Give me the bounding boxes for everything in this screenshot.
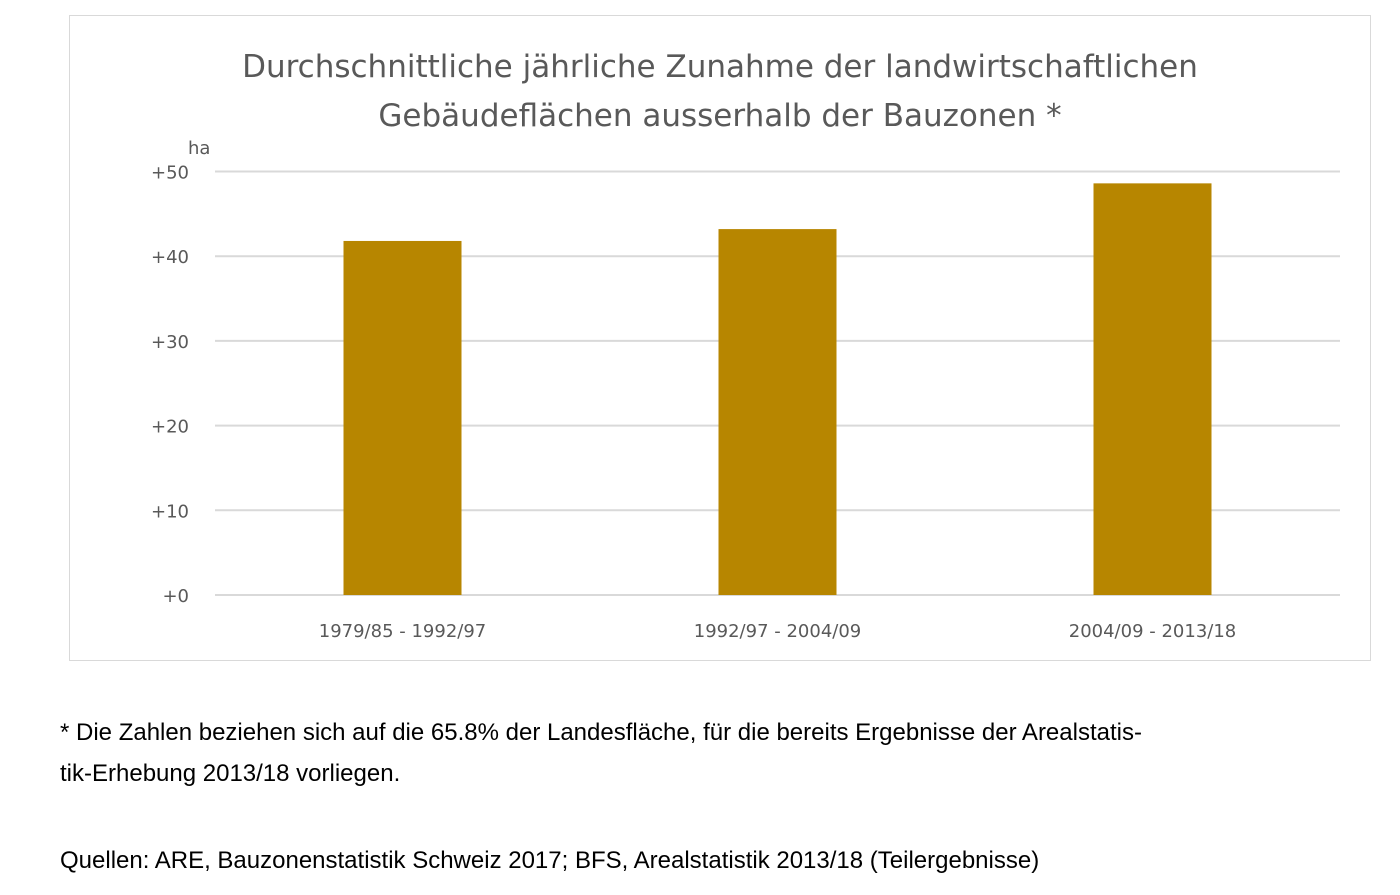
bar [343,240,462,596]
bar [1093,183,1212,595]
bar-chart: Durchschnittliche jährliche Zunahme der … [151,49,1340,642]
x-tick-label: 1992/97 - 2004/09 [694,621,862,642]
y-tick-label: +20 [151,417,189,438]
chart-frame [69,15,1371,661]
footnote: * Die Zahlen beziehen sich auf die 65.8%… [60,712,1360,794]
x-tick-label: 1979/85 - 1992/97 [319,621,487,642]
y-tick-label: +30 [151,332,189,353]
bar [718,229,837,595]
x-tick-label: 2004/09 - 2013/18 [1069,621,1237,642]
y-tick-label: +40 [151,247,189,268]
sources: Quellen: ARE, Bauzonenstatistik Schweiz … [60,847,1040,874]
footnote-line-1: * Die Zahlen beziehen sich auf die 65.8%… [60,719,1142,746]
chart-title-line-1: Durchschnittliche jährliche Zunahme der … [242,49,1198,85]
y-axis-label: ha [188,138,210,159]
chart-title-line-2: Gebäudeflächen ausserhalb der Bauzonen * [378,98,1061,134]
y-tick-label: +10 [151,501,189,522]
y-tick-label: +0 [162,586,189,607]
footnote-line-2: tik-Erhebung 2013/18 vorliegen. [60,760,401,787]
y-tick-label: +50 [151,163,189,184]
